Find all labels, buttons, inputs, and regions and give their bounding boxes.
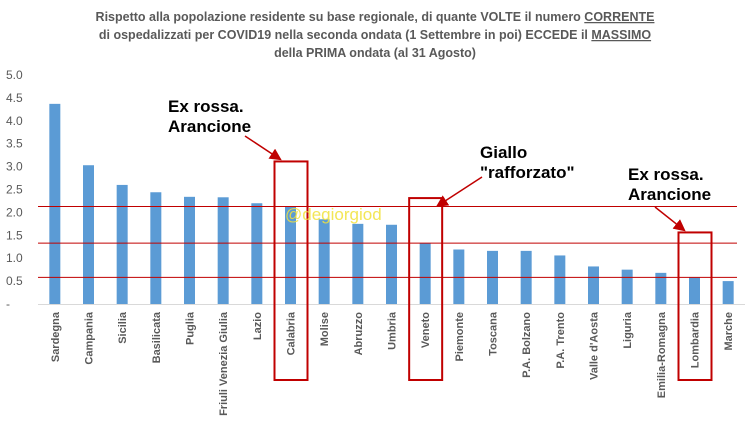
bar — [554, 255, 566, 304]
watermark-text: @degiorgiod — [285, 205, 382, 224]
bar — [386, 224, 397, 304]
annotation-label: Ex rossa. — [168, 97, 244, 116]
annotation-label: "rafforzato" — [480, 163, 575, 182]
annotation-arrow — [244, 135, 282, 161]
bar — [419, 243, 431, 304]
y-tick-label: - — [6, 297, 10, 311]
y-tick-label: 2.0 — [6, 205, 23, 219]
highlight-boxes — [273, 160, 713, 381]
x-tick-label: Piemonte — [454, 312, 466, 362]
x-tick-label: Molise — [319, 312, 331, 346]
y-tick-label: 3.5 — [6, 137, 23, 151]
bar — [116, 184, 128, 304]
y-tick-label: 0.5 — [6, 274, 23, 288]
highlight-box — [408, 197, 444, 381]
bar — [318, 219, 330, 304]
bar — [83, 165, 94, 304]
bar — [352, 223, 364, 304]
y-tick-label: 4.0 — [6, 114, 23, 128]
y-axis: - 0.5 1.0 1.5 2.0 2.5 3.0 3.5 4.0 4.5 5.0 — [6, 68, 23, 311]
x-tick-label: Valle d'Aosta — [589, 311, 601, 380]
y-tick-label: 3.0 — [6, 160, 23, 174]
y-tick-label: 2.5 — [6, 183, 23, 197]
annotation-label: Arancione — [168, 117, 251, 136]
annotation-arrow — [435, 176, 483, 207]
x-tick-label: Liguria — [622, 311, 634, 349]
x-tick-label: P.A. Trento — [555, 312, 567, 369]
annotation-label: Giallo — [480, 143, 527, 162]
annotation-label: Ex rossa. — [628, 165, 704, 184]
bar — [217, 197, 229, 304]
x-tick-label: Umbria — [387, 311, 399, 350]
annotation-label: Arancione — [628, 185, 711, 204]
x-tick-labels: Sardegna Campania Sicilia Basilicata Puglia F… — [50, 311, 735, 416]
x-tick-label: Basilicata — [151, 311, 163, 363]
title-line: della PRIMA ondata (al 31 Agosto) — [274, 46, 476, 60]
x-tick-label: Abruzzo — [353, 312, 365, 356]
bar — [49, 103, 61, 304]
bar — [588, 266, 599, 304]
x-tick-label: Lazio — [252, 312, 264, 340]
x-tick-label: Emilia-Romagna — [656, 311, 668, 398]
bar — [251, 203, 263, 304]
title-line: di ospedalizzati per COVID19 nella secon… — [99, 28, 651, 42]
x-tick-label: Puglia — [185, 311, 197, 345]
highlight-box — [273, 160, 309, 381]
x-tick-label: Friuli Venezia Giulia — [218, 311, 230, 416]
y-tick-label: 5.0 — [6, 68, 23, 82]
watermark: @degiorgiod — [285, 205, 382, 224]
bar — [453, 249, 465, 304]
annotation-arrow — [654, 206, 686, 232]
bar — [621, 269, 633, 304]
bar — [285, 206, 296, 304]
y-tick-label: 1.0 — [6, 251, 23, 265]
x-tick-label: Calabria — [286, 311, 298, 355]
x-tick-label: Campania — [84, 311, 96, 364]
chart-title: Rispetto alla popolazione residente su b… — [96, 10, 655, 60]
x-tick-label: Lombardia — [690, 311, 702, 368]
bar — [184, 196, 195, 304]
bar — [689, 277, 700, 304]
bar — [150, 192, 162, 304]
x-tick-label: Toscana — [488, 311, 500, 356]
y-tick-label: 1.5 — [6, 228, 23, 242]
x-tick-label: Sicilia — [117, 311, 129, 344]
y-tick-label: 4.5 — [6, 91, 23, 105]
reference-lines — [38, 205, 737, 278]
x-tick-label: Marche — [723, 312, 735, 351]
highlight-box — [677, 231, 713, 381]
bar — [722, 281, 734, 304]
x-tick-label: Veneto — [420, 312, 432, 348]
x-tick-label: Sardegna — [50, 311, 62, 362]
x-tick-label: P.A. Bolzano — [521, 312, 533, 378]
title-line: Rispetto alla popolazione residente su b… — [96, 10, 655, 24]
bar — [655, 272, 667, 304]
